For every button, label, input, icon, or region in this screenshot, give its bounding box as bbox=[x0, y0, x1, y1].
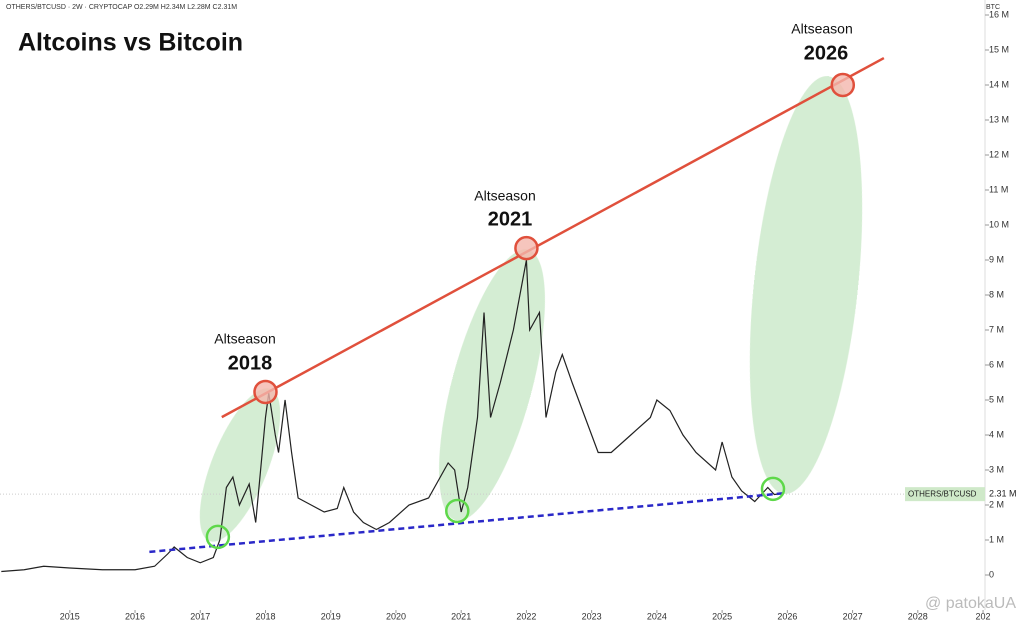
y-tick-label: 3 M bbox=[989, 464, 1004, 474]
annotation: 2018 bbox=[228, 352, 273, 374]
marker bbox=[830, 72, 856, 98]
x-tick-label: 2023 bbox=[582, 611, 602, 621]
x-tick-label: 2016 bbox=[125, 611, 145, 621]
x-tick-label: 2025 bbox=[712, 611, 732, 621]
x-tick-label: 2021 bbox=[451, 611, 471, 621]
y-tick-label: 0 bbox=[989, 569, 994, 579]
y-tick-label: 9 M bbox=[989, 254, 1004, 264]
x-tick-label: 2028 bbox=[908, 611, 928, 621]
x-tick-label: 2017 bbox=[190, 611, 210, 621]
zone bbox=[439, 249, 545, 521]
price-tag-name: OTHERS/BTCUSD bbox=[908, 489, 977, 498]
x-tick-label: 2026 bbox=[777, 611, 797, 621]
x-tick-label: 202 bbox=[976, 611, 991, 621]
price-tag bbox=[905, 487, 985, 502]
price-line bbox=[1, 259, 778, 573]
x-tick-label: 2018 bbox=[255, 611, 275, 621]
x-tick-label: 2020 bbox=[386, 611, 406, 621]
header: OTHERS/BTCUSD · 2W · CRYPTOCAP O2.29M H2… bbox=[6, 4, 237, 11]
y-tick-label: 14 M bbox=[989, 79, 1009, 89]
x-tick-label: 2024 bbox=[647, 611, 667, 621]
marker bbox=[205, 524, 231, 550]
zone bbox=[199, 388, 281, 542]
price-tag-value: 2.31 M bbox=[989, 489, 1017, 499]
annotation: 2026 bbox=[804, 42, 849, 64]
trend-line bbox=[221, 56, 885, 419]
marker bbox=[760, 476, 786, 502]
y-tick-label: 4 M bbox=[989, 429, 1004, 439]
y-tick-label: 6 M bbox=[989, 359, 1004, 369]
y-tick-label: 2 M bbox=[989, 499, 1004, 509]
annotation: 2021 bbox=[488, 208, 533, 230]
y-tick-label: 10 M bbox=[989, 219, 1009, 229]
marker bbox=[253, 379, 278, 405]
altseason-zones bbox=[199, 76, 863, 542]
x-tick-label: 2019 bbox=[321, 611, 341, 621]
watermark: @ patokaUA bbox=[925, 595, 1016, 612]
y-tick-label: 1 M bbox=[989, 534, 1004, 544]
annotation: Altseason bbox=[214, 331, 275, 347]
trend-line bbox=[149, 491, 786, 554]
zone bbox=[749, 76, 863, 494]
chart-title: Altcoins vs Bitcoin bbox=[18, 29, 243, 57]
annotation: Altseason bbox=[791, 21, 852, 37]
y-unit: BTC bbox=[986, 4, 1000, 11]
y-tick-label: 7 M bbox=[989, 324, 1004, 334]
annotation: Altseason bbox=[474, 188, 535, 204]
x-tick-label: 2022 bbox=[516, 611, 536, 621]
y-tick-label: 15 M bbox=[989, 44, 1009, 54]
y-tick-label: 13 M bbox=[989, 114, 1009, 124]
y-tick-label: 8 M bbox=[989, 289, 1004, 299]
x-tick-label: 2015 bbox=[60, 611, 80, 621]
y-tick-label: 16 M bbox=[989, 9, 1009, 19]
y-tick-label: 12 M bbox=[989, 149, 1009, 159]
marker bbox=[445, 498, 470, 524]
marker bbox=[514, 235, 539, 261]
y-tick-label: 11 M bbox=[989, 184, 1008, 194]
x-tick-label: 2027 bbox=[843, 611, 863, 621]
y-tick-label: 5 M bbox=[989, 394, 1004, 404]
